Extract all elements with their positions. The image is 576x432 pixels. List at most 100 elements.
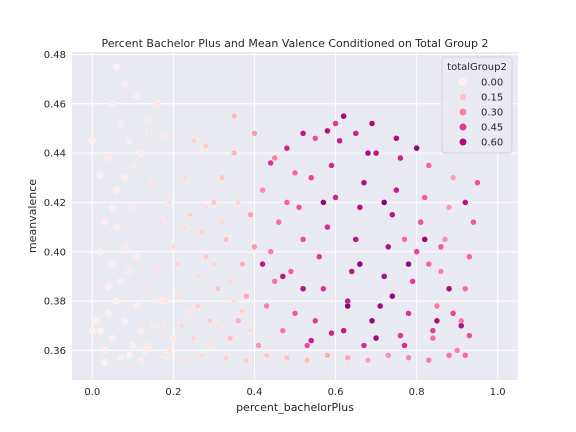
- data-point: [142, 347, 148, 353]
- data-point: [118, 355, 124, 361]
- data-point: [170, 335, 176, 341]
- data-point: [353, 130, 359, 136]
- x-tick-label: 0.8: [409, 387, 425, 398]
- legend-entry-label: 0.60: [481, 138, 503, 149]
- data-point: [474, 180, 480, 186]
- data-point: [430, 335, 436, 341]
- data-point: [122, 244, 128, 250]
- data-point: [454, 347, 460, 353]
- data-point: [247, 212, 253, 218]
- data-point: [150, 323, 156, 329]
- data-point: [126, 138, 132, 144]
- data-point: [130, 162, 136, 168]
- y-tick-label: 0.46: [44, 99, 66, 110]
- data-point: [138, 150, 144, 156]
- data-point: [430, 328, 436, 334]
- data-point: [195, 273, 201, 279]
- data-point: [328, 330, 334, 336]
- data-point: [122, 318, 128, 324]
- data-point: [170, 244, 176, 250]
- data-point: [183, 224, 189, 230]
- x-axis-label: percent_bachelorPlus: [236, 401, 354, 414]
- data-point: [308, 175, 314, 181]
- data-point: [101, 347, 107, 353]
- data-point: [105, 283, 111, 289]
- data-point: [341, 328, 347, 334]
- data-point: [231, 298, 237, 304]
- data-point: [114, 64, 120, 70]
- data-point: [150, 180, 156, 186]
- data-point: [414, 249, 420, 255]
- data-point: [134, 303, 140, 309]
- data-point: [122, 175, 128, 181]
- data-point: [126, 352, 132, 358]
- data-point: [187, 310, 193, 316]
- data-point: [466, 333, 472, 339]
- data-point: [300, 286, 306, 292]
- data-point: [247, 328, 253, 334]
- data-point: [426, 261, 432, 267]
- data-point: [219, 175, 225, 181]
- data-point: [239, 261, 245, 267]
- data-point: [211, 199, 217, 205]
- legend-marker: [459, 93, 467, 101]
- data-point: [191, 335, 197, 341]
- data-point: [320, 199, 326, 205]
- data-point: [134, 254, 140, 260]
- data-point: [158, 323, 164, 329]
- data-point: [414, 145, 420, 151]
- data-point: [110, 101, 116, 107]
- data-point: [264, 303, 270, 309]
- data-point: [361, 342, 367, 348]
- data-point: [272, 155, 278, 161]
- data-point: [235, 318, 241, 324]
- data-point: [353, 236, 359, 242]
- data-point: [260, 261, 266, 267]
- data-point: [126, 268, 132, 274]
- data-point: [308, 338, 314, 344]
- data-point: [284, 199, 290, 205]
- data-point: [256, 342, 262, 348]
- x-tick-label: 0.4: [247, 387, 263, 398]
- y-tick-label: 0.40: [44, 247, 66, 258]
- data-point: [207, 342, 213, 348]
- data-point: [162, 352, 168, 358]
- data-point: [174, 261, 180, 267]
- data-point: [223, 236, 229, 242]
- legend-marker: [459, 108, 467, 116]
- legend-entry-label: 0.15: [481, 93, 503, 104]
- data-point: [304, 342, 310, 348]
- data-point: [178, 357, 184, 363]
- data-point: [166, 199, 172, 205]
- data-point: [118, 121, 124, 127]
- data-point: [389, 293, 395, 299]
- data-point: [296, 204, 302, 210]
- data-point: [268, 249, 274, 255]
- data-point: [89, 328, 95, 334]
- y-tick-label: 0.38: [44, 297, 66, 308]
- data-point: [105, 155, 111, 161]
- data-point: [434, 303, 440, 309]
- legend-entry-label: 0.30: [481, 108, 503, 119]
- data-point: [162, 298, 168, 304]
- data-point: [438, 268, 444, 274]
- data-point: [162, 133, 168, 139]
- data-point: [174, 293, 180, 299]
- data-point: [365, 150, 371, 156]
- data-point: [138, 328, 144, 334]
- data-point: [333, 195, 339, 201]
- data-point: [97, 328, 103, 334]
- data-point: [324, 224, 330, 230]
- data-point: [397, 333, 403, 339]
- legend-marker: [459, 138, 467, 146]
- data-point: [235, 199, 241, 205]
- data-point: [418, 219, 424, 225]
- data-point: [215, 286, 221, 292]
- data-point: [203, 204, 209, 210]
- data-point: [101, 360, 107, 366]
- data-point: [187, 212, 193, 218]
- legend: totalGroup2 0.000.150.300.450.60: [442, 57, 512, 153]
- data-point: [292, 310, 298, 316]
- data-point: [312, 318, 318, 324]
